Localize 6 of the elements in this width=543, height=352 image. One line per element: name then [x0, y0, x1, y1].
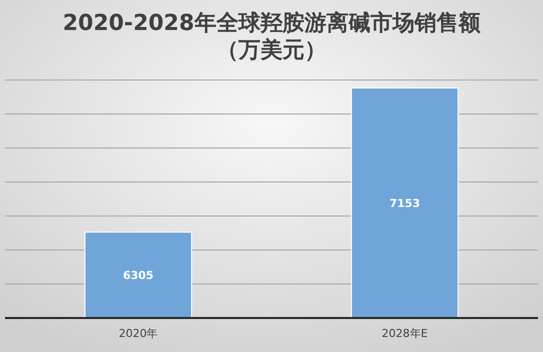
- x-tick-label: 2028年E: [382, 327, 428, 340]
- x-tick-label: 2020年: [118, 327, 158, 340]
- data-label: 6305: [122, 269, 154, 282]
- chart-title: 2020-2028年全球羟胺游离碱市场销售额: [62, 10, 482, 36]
- data-label: 7153: [389, 196, 420, 210]
- chart-subtitle: （万美元）: [216, 37, 326, 63]
